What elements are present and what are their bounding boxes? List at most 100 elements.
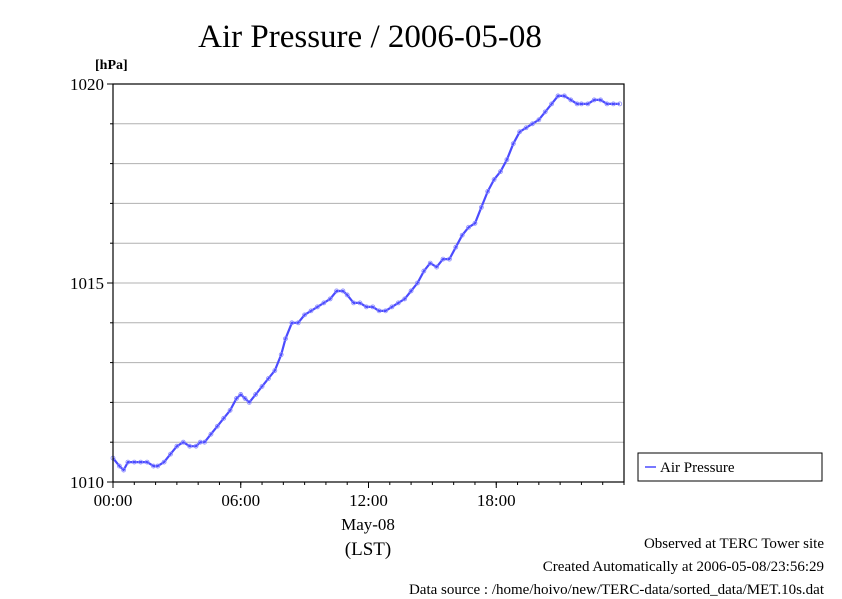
series-line-air-pressure bbox=[112, 94, 620, 472]
chart-title: Air Pressure / 2006-05-08 bbox=[198, 19, 542, 55]
data-point bbox=[193, 443, 199, 449]
data-point bbox=[161, 459, 167, 465]
data-point bbox=[459, 232, 465, 238]
data-point bbox=[259, 384, 265, 389]
data-point bbox=[376, 308, 382, 314]
data-point bbox=[610, 101, 616, 107]
data-point bbox=[174, 443, 180, 449]
data-point bbox=[498, 169, 503, 174]
data-point bbox=[187, 443, 193, 449]
data-point bbox=[604, 101, 610, 107]
data-point bbox=[370, 304, 376, 310]
x-tick-label: 06:00 bbox=[221, 491, 260, 510]
data-point bbox=[363, 304, 369, 310]
data-point bbox=[321, 300, 327, 306]
data-point bbox=[440, 256, 446, 262]
data-point bbox=[402, 296, 408, 302]
data-point bbox=[246, 399, 252, 405]
data-point bbox=[466, 224, 471, 230]
data-point bbox=[227, 407, 233, 413]
data-point bbox=[308, 308, 314, 314]
data-point bbox=[131, 459, 137, 465]
x-axis-zone-label: (LST) bbox=[345, 539, 391, 560]
data-point bbox=[214, 423, 220, 429]
data-point bbox=[253, 392, 259, 397]
data-point bbox=[302, 312, 308, 318]
data-point bbox=[155, 463, 161, 469]
data-point bbox=[504, 157, 510, 163]
y-tick-label: 1010 bbox=[70, 473, 104, 492]
data-point bbox=[389, 304, 395, 310]
data-point bbox=[121, 467, 127, 473]
data-point bbox=[579, 101, 584, 107]
axis-ticks: 1010 1015 1020 00:00 06:00 12:00 18:00 bbox=[70, 75, 625, 510]
x-tick-label: 00:00 bbox=[94, 491, 133, 510]
legend-label: Air Pressure bbox=[660, 460, 735, 476]
data-point bbox=[266, 376, 271, 381]
footer-source: Data source : /home/hoivo/new/TERC-data/… bbox=[408, 582, 824, 598]
footer-created: Created Automatically at 2006-05-08/23:5… bbox=[542, 559, 824, 575]
data-point bbox=[242, 396, 248, 401]
data-point bbox=[238, 392, 244, 397]
data-point bbox=[453, 244, 459, 250]
data-point bbox=[510, 141, 516, 147]
data-point bbox=[617, 101, 623, 107]
data-point bbox=[421, 268, 427, 274]
y-axis-unit-label: [hPa] bbox=[95, 58, 128, 73]
data-point bbox=[517, 129, 523, 135]
data-point bbox=[180, 439, 186, 445]
data-point bbox=[536, 117, 542, 123]
data-point bbox=[591, 97, 597, 103]
data-point bbox=[383, 308, 388, 314]
x-tick-label: 12:00 bbox=[349, 491, 388, 510]
data-point bbox=[478, 204, 484, 210]
data-point bbox=[472, 220, 478, 226]
data-point bbox=[202, 439, 207, 445]
data-point bbox=[568, 97, 574, 103]
data-point bbox=[327, 296, 333, 302]
data-point bbox=[549, 101, 555, 107]
series-layer bbox=[110, 93, 623, 473]
y-tick-label: 1020 bbox=[70, 75, 104, 94]
data-point bbox=[415, 280, 420, 286]
data-point bbox=[447, 256, 452, 262]
data-point bbox=[542, 109, 548, 115]
data-point bbox=[334, 288, 339, 294]
data-point bbox=[351, 300, 356, 306]
data-point bbox=[278, 352, 284, 358]
data-point bbox=[427, 260, 433, 266]
legend: Air Pressure bbox=[637, 452, 823, 482]
data-point bbox=[314, 304, 320, 310]
data-point bbox=[208, 431, 214, 437]
data-point bbox=[585, 101, 591, 107]
data-point bbox=[168, 451, 173, 457]
legend-box bbox=[637, 452, 823, 482]
y-tick-label: 1015 bbox=[70, 274, 104, 293]
data-point bbox=[344, 292, 350, 298]
data-point bbox=[598, 97, 603, 103]
data-point bbox=[555, 93, 561, 99]
x-axis-date-label: May-08 bbox=[341, 515, 395, 534]
data-point bbox=[561, 93, 567, 99]
data-point bbox=[272, 368, 278, 373]
data-point bbox=[295, 320, 301, 326]
data-point bbox=[434, 264, 440, 270]
data-point bbox=[485, 189, 491, 194]
data-point bbox=[289, 320, 295, 326]
data-point bbox=[125, 459, 131, 465]
data-point bbox=[234, 396, 239, 401]
data-point bbox=[116, 463, 122, 469]
grid-lines bbox=[113, 123, 624, 443]
data-point bbox=[138, 459, 144, 465]
data-point bbox=[530, 121, 535, 127]
data-point bbox=[523, 125, 529, 131]
data-point bbox=[221, 415, 227, 421]
x-tick-label: 18:00 bbox=[477, 491, 516, 510]
data-point bbox=[340, 288, 346, 294]
data-point bbox=[357, 300, 363, 306]
data-point bbox=[395, 300, 401, 306]
data-point bbox=[283, 336, 288, 342]
data-point bbox=[144, 459, 150, 465]
data-point bbox=[491, 177, 497, 182]
